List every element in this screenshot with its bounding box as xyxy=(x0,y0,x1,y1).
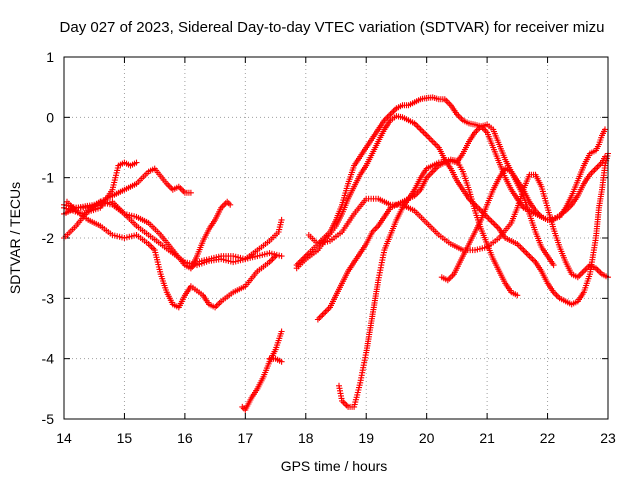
series-s11 xyxy=(305,171,611,281)
x-tick-label: 20 xyxy=(419,430,435,446)
series-markers xyxy=(293,113,611,308)
series-markers xyxy=(64,198,279,311)
x-tick-label: 21 xyxy=(479,430,495,446)
x-axis-label: GPS time / hours xyxy=(281,458,388,474)
x-tick-label: 19 xyxy=(358,430,374,446)
series-s12 xyxy=(314,121,557,323)
x-tick-label: 23 xyxy=(600,430,616,446)
data-series xyxy=(61,94,611,413)
y-tick-label: -5 xyxy=(42,411,55,427)
chart-title: Day 027 of 2023, Sidereal Day-to-day VTE… xyxy=(60,19,605,36)
series-markers xyxy=(266,355,285,365)
series-s7 xyxy=(239,328,285,413)
x-tick-label: 15 xyxy=(117,430,133,446)
x-tick-label: 22 xyxy=(540,430,556,446)
plot-frame xyxy=(63,56,609,420)
y-tick-label: 1 xyxy=(46,49,54,65)
series-s8 xyxy=(266,355,285,365)
y-axis-label: SDTVAR / TECUs xyxy=(7,182,23,294)
x-tick-label: 17 xyxy=(238,430,254,446)
series-markers xyxy=(187,198,234,272)
y-tick-label: -3 xyxy=(42,290,55,306)
y-tick-label: -1 xyxy=(42,170,55,186)
series-s3 xyxy=(64,198,279,311)
axis-ticks: 14 15 16 17 18 19 20 21 22 23 1 0 -1 -2 -3 -4 -5 xyxy=(42,49,616,446)
series-s6 xyxy=(187,198,234,272)
series-markers xyxy=(305,171,611,281)
series-markers xyxy=(239,328,285,413)
y-tick-label: -2 xyxy=(42,230,55,246)
y-tick-label: 0 xyxy=(46,109,54,125)
y-tick-label: -4 xyxy=(42,351,55,367)
series-markers xyxy=(61,198,285,269)
series-s13 xyxy=(336,156,521,410)
series-s14 xyxy=(438,153,608,284)
series-s10 xyxy=(293,113,611,308)
x-tick-label: 14 xyxy=(56,430,72,446)
series-s4 xyxy=(61,198,285,269)
series-markers xyxy=(314,121,557,323)
x-tick-label: 18 xyxy=(298,430,314,446)
series-markers xyxy=(336,156,521,410)
x-tick-label: 16 xyxy=(177,430,193,446)
series-markers xyxy=(438,153,608,284)
